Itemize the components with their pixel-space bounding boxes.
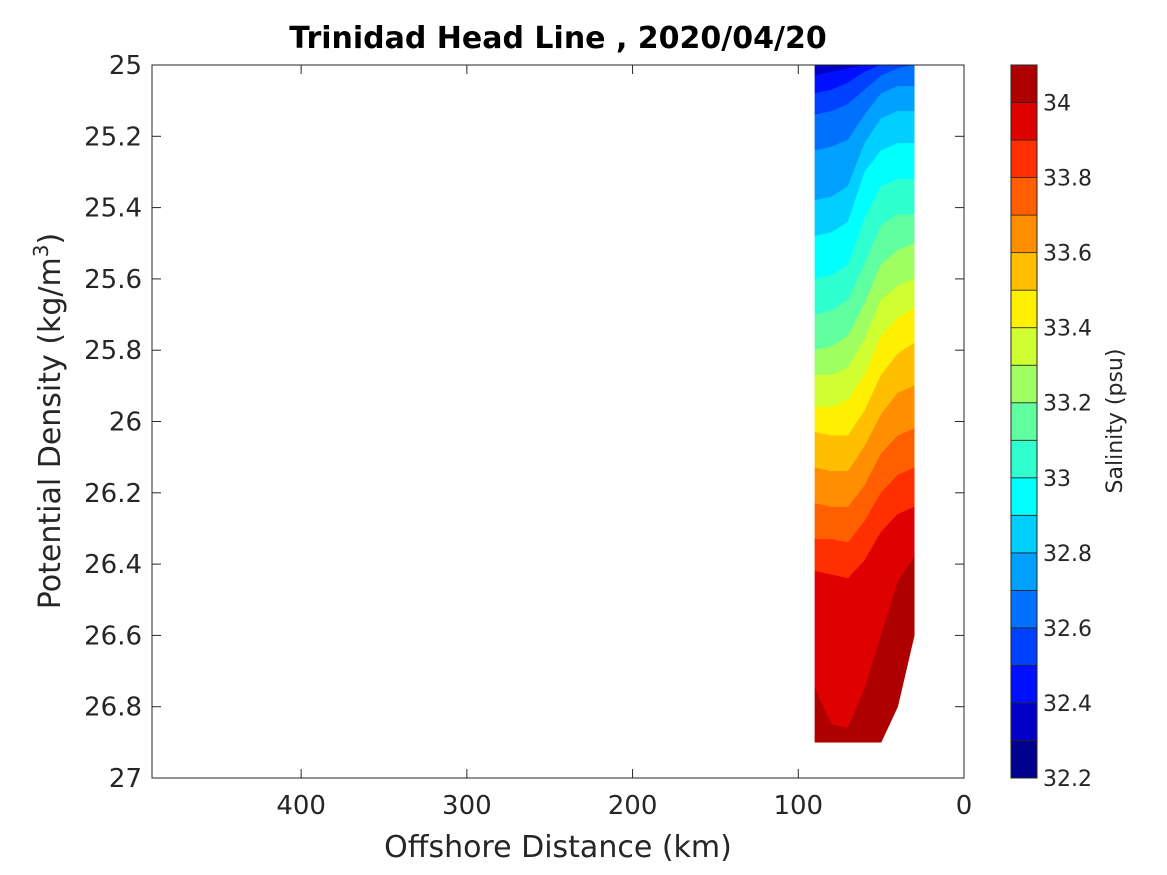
x-tick-label: 300 bbox=[442, 791, 492, 821]
x-axis-ticks: 400 300 200 100 0 bbox=[276, 65, 972, 821]
colorbar-frame bbox=[1010, 64, 1038, 779]
y-tick-label: 26.4 bbox=[84, 550, 142, 580]
colorbar-swatch bbox=[1010, 665, 1038, 704]
contour-band-19 bbox=[814, 556, 915, 743]
colorbar-swatch bbox=[1010, 439, 1038, 479]
chart-title: Trinidad Head Line , 2020/04/20 bbox=[289, 21, 826, 56]
colorbar-swatch bbox=[1010, 102, 1038, 141]
y-axis-label-superscript: 3 bbox=[29, 244, 53, 257]
colorbar-tick-label: 32.8 bbox=[1043, 542, 1092, 567]
y-tick-label: 27 bbox=[109, 764, 142, 794]
colorbar-swatch bbox=[1010, 327, 1038, 366]
y-tick-label: 26.8 bbox=[84, 693, 142, 723]
colorbar-tick-label: 33.2 bbox=[1043, 392, 1092, 417]
colorbar-tick-label: 34 bbox=[1043, 92, 1071, 117]
colorbar-swatch bbox=[1010, 589, 1038, 629]
y-tick-label: 26.6 bbox=[84, 621, 142, 651]
x-tick-label: 400 bbox=[276, 791, 326, 821]
y-axis-label: Potential Density (kg/m3) bbox=[29, 233, 68, 609]
colorbar-swatch bbox=[1010, 177, 1038, 216]
y-tick-label: 25.2 bbox=[84, 122, 142, 152]
colorbar-swatch bbox=[1010, 552, 1038, 591]
colorbar-tick-label: 33 bbox=[1043, 467, 1071, 492]
colorbar-ticks: 32.2 32.4 32.6 32.8 33 33.2 33.4 33.6 33.8 34 bbox=[1043, 92, 1092, 792]
y-tick-label: 25.6 bbox=[84, 265, 142, 295]
colorbar-swatch bbox=[1010, 514, 1038, 554]
colorbar-swatch bbox=[1010, 289, 1038, 329]
x-tick-label: 100 bbox=[773, 791, 823, 821]
colorbar-tick-label: 32.6 bbox=[1043, 617, 1092, 642]
colorbar-swatch bbox=[1010, 477, 1038, 516]
colorbar-swatch bbox=[1010, 740, 1038, 779]
colorbar-swatch bbox=[1010, 364, 1038, 404]
x-tick-label: 200 bbox=[608, 791, 658, 821]
colorbar bbox=[1010, 64, 1038, 779]
colorbar-tick-label: 33.4 bbox=[1043, 317, 1092, 342]
y-tick-label: 25.4 bbox=[84, 194, 142, 224]
y-tick-label: 26.2 bbox=[84, 479, 142, 509]
colorbar-label: Salinity (psu) bbox=[1103, 349, 1128, 494]
colorbar-tick-label: 33.6 bbox=[1043, 242, 1092, 267]
colorbar-swatch bbox=[1010, 402, 1038, 441]
colorbar-swatch bbox=[1010, 702, 1038, 741]
y-axis-label-base: Potential Density (kg/m bbox=[33, 257, 68, 609]
salinity-contour-fill bbox=[814, 65, 915, 743]
colorbar-swatch bbox=[1010, 139, 1038, 178]
colorbar-tick-label: 32.4 bbox=[1043, 692, 1092, 717]
x-axis-label: Offshore Distance (km) bbox=[384, 830, 732, 865]
y-tick-label: 25 bbox=[109, 51, 142, 81]
y-axis-label-end: ) bbox=[33, 233, 68, 245]
colorbar-tick-label: 33.8 bbox=[1043, 167, 1092, 192]
colorbar-swatch bbox=[1010, 214, 1038, 254]
y-tick-label: 25.8 bbox=[84, 336, 142, 366]
colorbar-tick-label: 32.2 bbox=[1043, 767, 1092, 792]
colorbar-swatch bbox=[1010, 64, 1038, 103]
colorbar-swatch bbox=[1010, 627, 1038, 666]
colorbar-swatch bbox=[1010, 252, 1038, 291]
y-tick-label: 26 bbox=[109, 408, 142, 438]
y-axis-ticks: 25 25.2 25.4 25.6 25.8 26 26.2 26.4 26.6 26.8 27 bbox=[84, 51, 964, 794]
x-tick-label: 0 bbox=[956, 791, 973, 821]
